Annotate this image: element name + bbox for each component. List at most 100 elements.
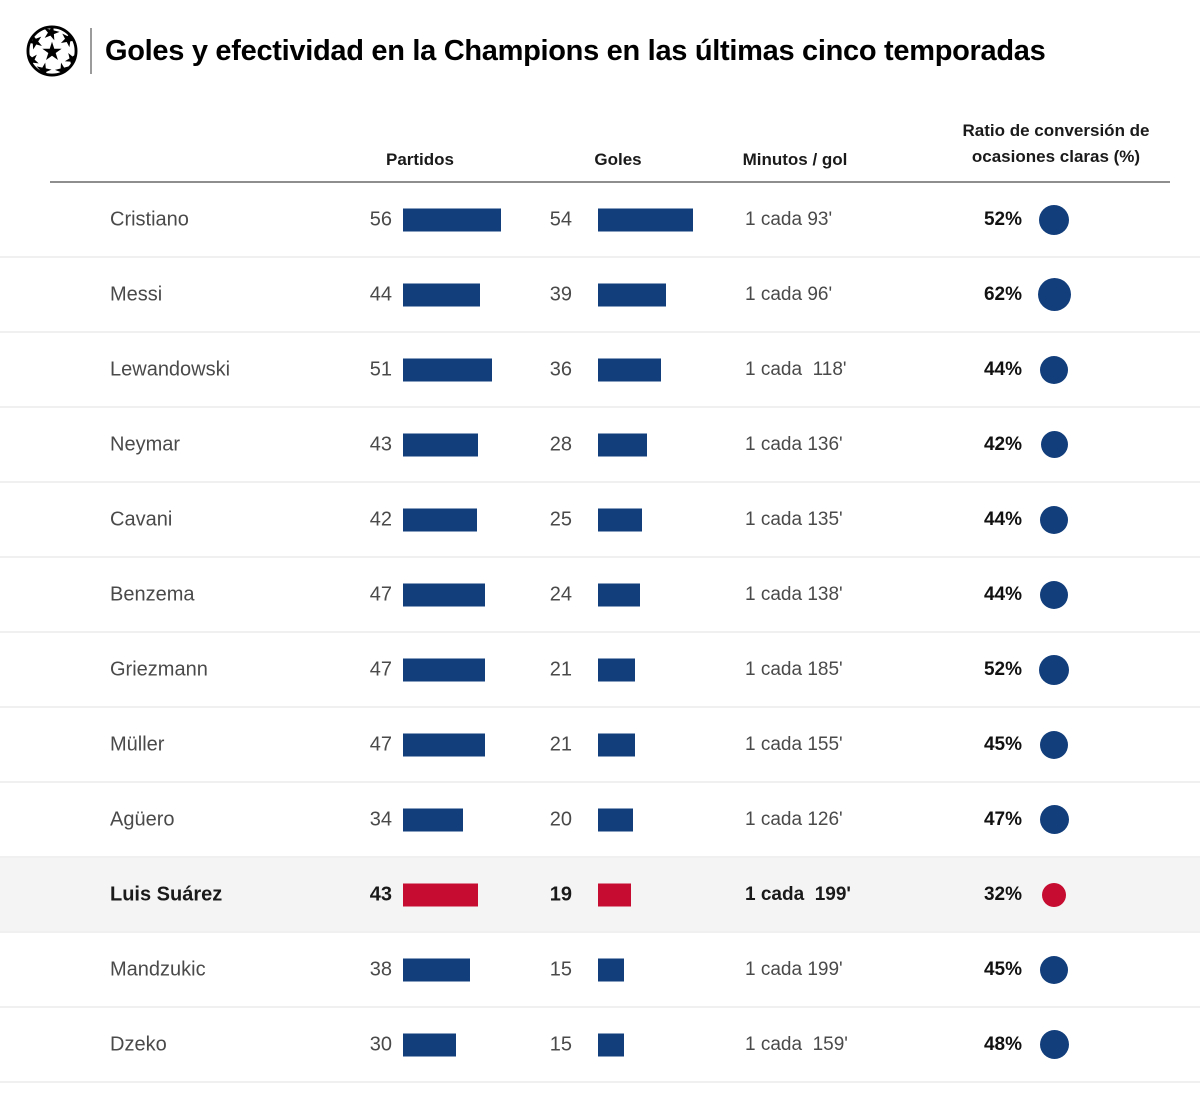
goles-value: 28 (549, 433, 572, 455)
ratio-value: 32% (983, 883, 1022, 905)
partidos-bar (403, 433, 478, 456)
champions-league-starball-icon (26, 25, 78, 77)
goles-bar (598, 508, 642, 531)
table-row: Neymar 43 28 1 cada 136' 42% (0, 408, 1200, 483)
partidos-value: 43 (369, 883, 392, 905)
goles-value: 39 (549, 283, 572, 305)
ratio-circle-wrap (1036, 802, 1072, 838)
table-row: Cavani 42 25 1 cada 135' 44% (0, 483, 1200, 558)
goles-bar (598, 1033, 624, 1056)
partidos-bar (403, 283, 480, 306)
title-divider (90, 28, 92, 74)
goles-bar (598, 733, 635, 756)
goles-value: 36 (549, 358, 572, 380)
table-row: Messi 44 39 1 cada 96' 62% (0, 258, 1200, 333)
ratio-circle-wrap (1036, 727, 1072, 763)
ratio-circle-wrap (1036, 577, 1072, 613)
goles-value: 15 (549, 958, 572, 980)
goles-value: 21 (549, 733, 572, 755)
player-name: Griezmann (110, 658, 208, 680)
ratio-circle-wrap (1036, 427, 1072, 463)
ratio-circle (1040, 955, 1068, 984)
partidos-value: 47 (369, 583, 392, 605)
goles-bar (598, 658, 635, 681)
player-name: Cristiano (110, 208, 189, 230)
partidos-value: 43 (369, 433, 392, 455)
ratio-circle (1040, 431, 1068, 458)
goles-value: 15 (549, 1033, 572, 1055)
player-name: Benzema (110, 583, 195, 605)
minutos-value: 1 cada 155' (745, 733, 843, 755)
ratio-circle (1039, 204, 1069, 235)
table-row: Dzeko 30 15 1 cada 159' 48% (0, 1008, 1200, 1083)
goles-value: 20 (549, 808, 572, 830)
ratio-circle (1039, 654, 1069, 685)
ratio-circle-wrap (1036, 502, 1072, 538)
minutos-value: 1 cada 159' (745, 1033, 848, 1055)
partidos-bar (403, 583, 485, 606)
goles-value: 54 (549, 208, 572, 230)
ratio-circle-wrap (1036, 952, 1072, 988)
ratio-circle (1037, 278, 1071, 311)
ratio-value: 45% (983, 733, 1022, 755)
ratio-circle (1039, 805, 1069, 834)
ratio-circle (1040, 580, 1068, 609)
ratio-value: 44% (983, 508, 1022, 530)
masthead: Goles y efectividad en la Champions en l… (25, 24, 1046, 78)
goles-bar (598, 283, 666, 306)
player-name: Lewandowski (110, 358, 231, 380)
player-name: Dzeko (110, 1033, 167, 1055)
partidos-value: 47 (369, 733, 392, 755)
minutos-value: 1 cada 93' (745, 208, 833, 230)
table-rows: Cristiano 56 54 1 cada 93' 52% Messi 44 … (0, 183, 1200, 1083)
partidos-bar (403, 883, 478, 906)
ratio-circle (1040, 505, 1068, 534)
table-row: Müller 47 21 1 cada 155' 45% (0, 708, 1200, 783)
table-row: Lewandowski 51 36 1 cada 118' 44% (0, 333, 1200, 408)
minutos-value: 1 cada 185' (745, 658, 843, 680)
partidos-bar (403, 808, 463, 831)
player-name: Cavani (110, 508, 173, 530)
partidos-bar (403, 358, 492, 381)
table-row: Mandzukic 38 15 1 cada 199' 45% (0, 933, 1200, 1008)
ratio-value: 47% (983, 808, 1022, 830)
goles-value: 21 (549, 658, 572, 680)
ratio-value: 62% (983, 283, 1022, 305)
partidos-value: 38 (369, 958, 392, 980)
ratio-circle-wrap (1036, 1027, 1072, 1063)
goles-bar (598, 358, 661, 381)
player-name: Müller (110, 733, 165, 755)
table-row: Agüero 34 20 1 cada 126' 47% (0, 783, 1200, 858)
goles-bar (598, 883, 631, 906)
partidos-value: 30 (369, 1033, 392, 1055)
partidos-value: 44 (369, 283, 392, 305)
column-header-minutos-gol: Minutos / gol (742, 150, 848, 169)
goles-value: 24 (549, 583, 572, 605)
minutos-value: 1 cada 138' (745, 583, 843, 605)
header-rule (50, 181, 1170, 183)
partidos-bar (403, 658, 485, 681)
column-header-goles: Goles (594, 150, 642, 169)
minutos-value: 1 cada 199' (745, 958, 843, 980)
goles-bar (598, 808, 633, 831)
player-name: Mandzukic (110, 958, 206, 980)
player-name: Messi (110, 283, 163, 305)
ratio-value: 52% (983, 208, 1022, 230)
player-name: Agüero (110, 808, 175, 830)
ratio-value: 44% (983, 358, 1022, 380)
table-row: Cristiano 56 54 1 cada 93' 52% (0, 183, 1200, 258)
partidos-value: 34 (369, 808, 392, 830)
ratio-circle (1040, 355, 1068, 384)
partidos-value: 42 (369, 508, 392, 530)
ratio-value: 44% (983, 583, 1022, 605)
goles-value: 25 (549, 508, 572, 530)
goles-bar (598, 208, 693, 231)
ratio-value: 45% (983, 958, 1022, 980)
minutos-value: 1 cada 199' (745, 883, 851, 905)
ratio-circle-wrap (1036, 877, 1072, 913)
player-name: Neymar (110, 433, 181, 455)
goles-value: 19 (549, 883, 572, 905)
ratio-circle-wrap (1036, 202, 1072, 238)
ratio-circle (1039, 1030, 1069, 1059)
